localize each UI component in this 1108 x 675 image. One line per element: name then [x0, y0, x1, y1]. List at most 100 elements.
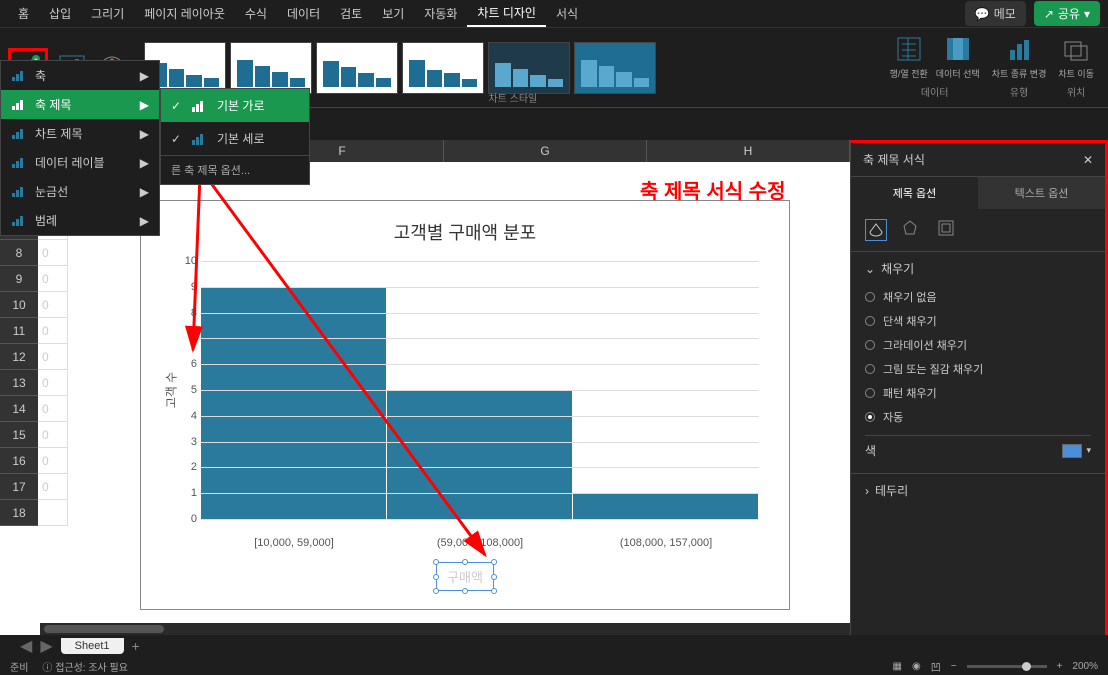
zoom-slider-thumb[interactable] — [1022, 662, 1031, 671]
menu-format[interactable]: 서식 — [546, 1, 588, 26]
scrollbar-thumb[interactable] — [44, 625, 164, 633]
submenu-item[interactable]: ✓기본 가로 — [161, 89, 309, 122]
chart-plot-area[interactable]: 고객 수 012345678910 — [201, 261, 759, 519]
cell[interactable]: 0 — [38, 292, 68, 318]
menu-insert[interactable]: 삽입 — [39, 1, 81, 26]
cell[interactable]: 0 — [38, 448, 68, 474]
menu-draw[interactable]: 그리기 — [81, 1, 134, 26]
row-header[interactable]: 16 — [0, 448, 38, 474]
memo-button[interactable]: 💬 메모 — [965, 1, 1026, 26]
chart-bar[interactable] — [387, 390, 573, 519]
view-break-icon[interactable]: 凹 — [931, 659, 941, 674]
fill-section-toggle[interactable]: ⌄ 채우기 — [865, 260, 1091, 277]
zoom-level[interactable]: 200% — [1072, 661, 1098, 672]
chart-style-preview[interactable] — [488, 42, 570, 94]
fill-radio-option[interactable]: 단색 채우기 — [865, 309, 1091, 333]
dropdown-item[interactable]: 축▶ — [1, 61, 159, 90]
chevron-down-icon: ▾ — [1084, 7, 1090, 21]
sheet-tab-bar: ◀ ▶ Sheet1 + — [0, 635, 1108, 657]
row-header[interactable]: 9 — [0, 266, 38, 292]
fill-radio-option[interactable]: 패턴 채우기 — [865, 381, 1091, 405]
menu-chart-design[interactable]: 차트 디자인 — [467, 0, 546, 27]
switch-rowcol-button[interactable]: 행/열 전환 — [890, 36, 928, 80]
close-icon[interactable]: ✕ — [1083, 153, 1093, 167]
title-options-tab[interactable]: 제목 옵션 — [851, 177, 978, 209]
submenu-item[interactable]: ✓기본 세로 — [161, 122, 309, 155]
axis-title-submenu: ✓기본 가로✓기본 세로 른 축 제목 옵션... — [160, 88, 310, 185]
horizontal-scrollbar[interactable] — [40, 623, 850, 635]
zoom-in-button[interactable]: + — [1057, 661, 1063, 672]
view-normal-icon[interactable]: ▦ — [893, 661, 902, 672]
menu-home[interactable]: 홈 — [8, 1, 39, 26]
ribbon-group-data: 행/열 전환 데이터 선택 데이터 — [890, 36, 980, 99]
menu-page-layout[interactable]: 페이지 레이아웃 — [134, 1, 235, 26]
select-data-button[interactable]: 데이터 선택 — [936, 36, 980, 80]
row-header[interactable]: 17 — [0, 474, 38, 500]
change-chart-type-button[interactable]: 차트 종류 변경 — [992, 36, 1047, 80]
more-axis-title-options[interactable]: 른 축 제목 옵션... — [161, 155, 309, 184]
color-label: 색 — [865, 442, 876, 459]
cell[interactable]: 0 — [38, 266, 68, 292]
cell[interactable] — [38, 500, 68, 526]
row-header[interactable]: 12 — [0, 344, 38, 370]
sheet-tab[interactable]: Sheet1 — [61, 638, 124, 654]
text-options-tab[interactable]: 텍스트 옵션 — [978, 177, 1105, 209]
row-header[interactable]: 14 — [0, 396, 38, 422]
sheet-nav-right-icon[interactable]: ▶ — [40, 636, 52, 656]
row-header[interactable]: 15 — [0, 422, 38, 448]
row-header[interactable]: 10 — [0, 292, 38, 318]
column-header[interactable]: G — [444, 140, 647, 162]
dropdown-item[interactable]: 축 제목▶ — [1, 90, 159, 119]
chart-bar[interactable] — [573, 493, 759, 519]
fill-radio-option[interactable]: 그라데이션 채우기 — [865, 333, 1091, 357]
accessibility-status[interactable]: ⓘ 접근성: 조사 필요 — [42, 659, 128, 674]
chevron-down-icon: ⌄ — [865, 262, 875, 276]
chart-title[interactable]: 고객별 구매액 분포 — [141, 219, 789, 245]
dropdown-item[interactable]: 데이터 레이블▶ — [1, 148, 159, 177]
size-properties-icon[interactable] — [937, 219, 959, 241]
column-header[interactable]: H — [647, 140, 850, 162]
cell[interactable]: 0 — [38, 396, 68, 422]
fill-line-icon[interactable] — [865, 219, 887, 241]
dropdown-item[interactable]: 눈금선▶ — [1, 177, 159, 206]
zoom-out-button[interactable]: − — [951, 661, 957, 672]
menu-automate[interactable]: 자동화 — [414, 1, 467, 26]
cell[interactable]: 0 — [38, 422, 68, 448]
chart-style-preview[interactable] — [230, 42, 312, 94]
menu-data[interactable]: 데이터 — [277, 1, 330, 26]
menu-review[interactable]: 검토 — [330, 1, 372, 26]
chart-x-axis-title[interactable]: 구매액 — [436, 562, 494, 591]
dropdown-item[interactable]: 차트 제목▶ — [1, 119, 159, 148]
fill-radio-option[interactable]: 그림 또는 질감 채우기 — [865, 357, 1091, 381]
cell[interactable]: 0 — [38, 474, 68, 500]
row-header[interactable]: 8 — [0, 240, 38, 266]
add-sheet-button[interactable]: + — [132, 638, 140, 654]
zoom-slider[interactable] — [967, 665, 1047, 668]
border-section-toggle[interactable]: › 테두리 — [865, 482, 1091, 499]
row-header[interactable]: 11 — [0, 318, 38, 344]
effects-icon[interactable] — [901, 219, 923, 241]
cell[interactable]: 0 — [38, 240, 68, 266]
color-picker-button[interactable] — [1062, 444, 1082, 458]
cell[interactable]: 0 — [38, 318, 68, 344]
cell[interactable]: 0 — [38, 370, 68, 396]
menu-formulas[interactable]: 수식 — [235, 1, 277, 26]
dropdown-item[interactable]: 범례▶ — [1, 206, 159, 235]
comment-icon: 💬 — [975, 7, 990, 21]
menu-view[interactable]: 보기 — [372, 1, 414, 26]
chart-style-preview[interactable] — [402, 42, 484, 94]
fill-radio-option[interactable]: 채우기 없음 — [865, 285, 1091, 309]
row-header[interactable]: 18 — [0, 500, 38, 526]
share-button[interactable]: ↗ 공유 ▾ — [1034, 1, 1100, 26]
chart-style-preview[interactable] — [574, 42, 656, 94]
move-chart-button[interactable]: 차트 이동 — [1058, 36, 1094, 80]
chart-bar[interactable] — [201, 287, 387, 519]
view-page-icon[interactable]: ◉ — [912, 661, 921, 672]
location-group-label: 위치 — [1067, 84, 1085, 99]
chart-object[interactable]: 고객별 구매액 분포 고객 수 012345678910 [10,000, 59… — [140, 200, 790, 610]
sheet-nav-left-icon[interactable]: ◀ — [20, 636, 32, 656]
row-header[interactable]: 13 — [0, 370, 38, 396]
chart-style-preview[interactable] — [316, 42, 398, 94]
fill-radio-option[interactable]: 자동 — [865, 405, 1091, 429]
cell[interactable]: 0 — [38, 344, 68, 370]
